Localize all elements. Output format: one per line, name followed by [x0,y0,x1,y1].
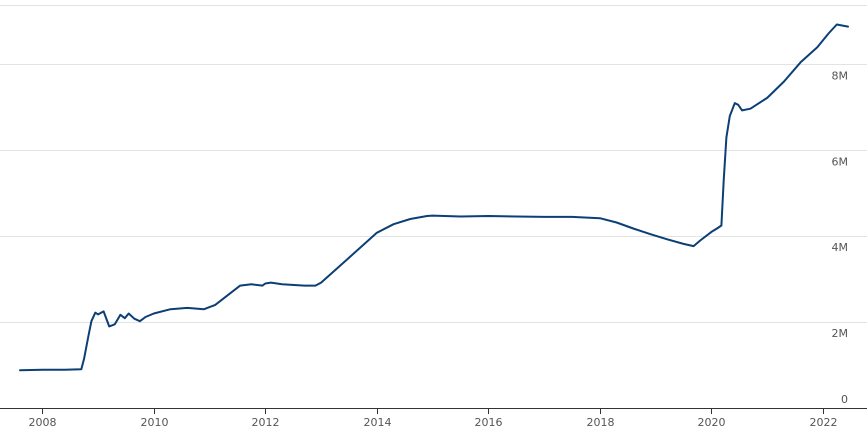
y-tick-label: 4M [832,241,849,254]
x-tick-label: 2016 [475,416,503,429]
x-axis-ticks: 2008 2010 2012 2014 2016 2018 2020 2022 [29,408,838,429]
y-tick-label: 2M [832,327,849,340]
y-tick-label: 0 [841,393,848,406]
series-line [19,23,849,372]
y-tick-label: 8M [832,69,849,82]
x-tick-label: 2010 [141,416,169,429]
x-tick-label: 2018 [587,416,615,429]
x-tick-label: 2008 [29,416,57,429]
x-tick-label: 2022 [810,416,838,429]
y-tick-label: 6M [832,155,849,168]
x-tick-label: 2012 [252,416,280,429]
x-tick-label: 2020 [698,416,726,429]
y-axis-ticks: 0 2M 4M 6M 8M [832,69,849,406]
gridlines [0,5,867,323]
x-tick-label: 2014 [364,416,392,429]
